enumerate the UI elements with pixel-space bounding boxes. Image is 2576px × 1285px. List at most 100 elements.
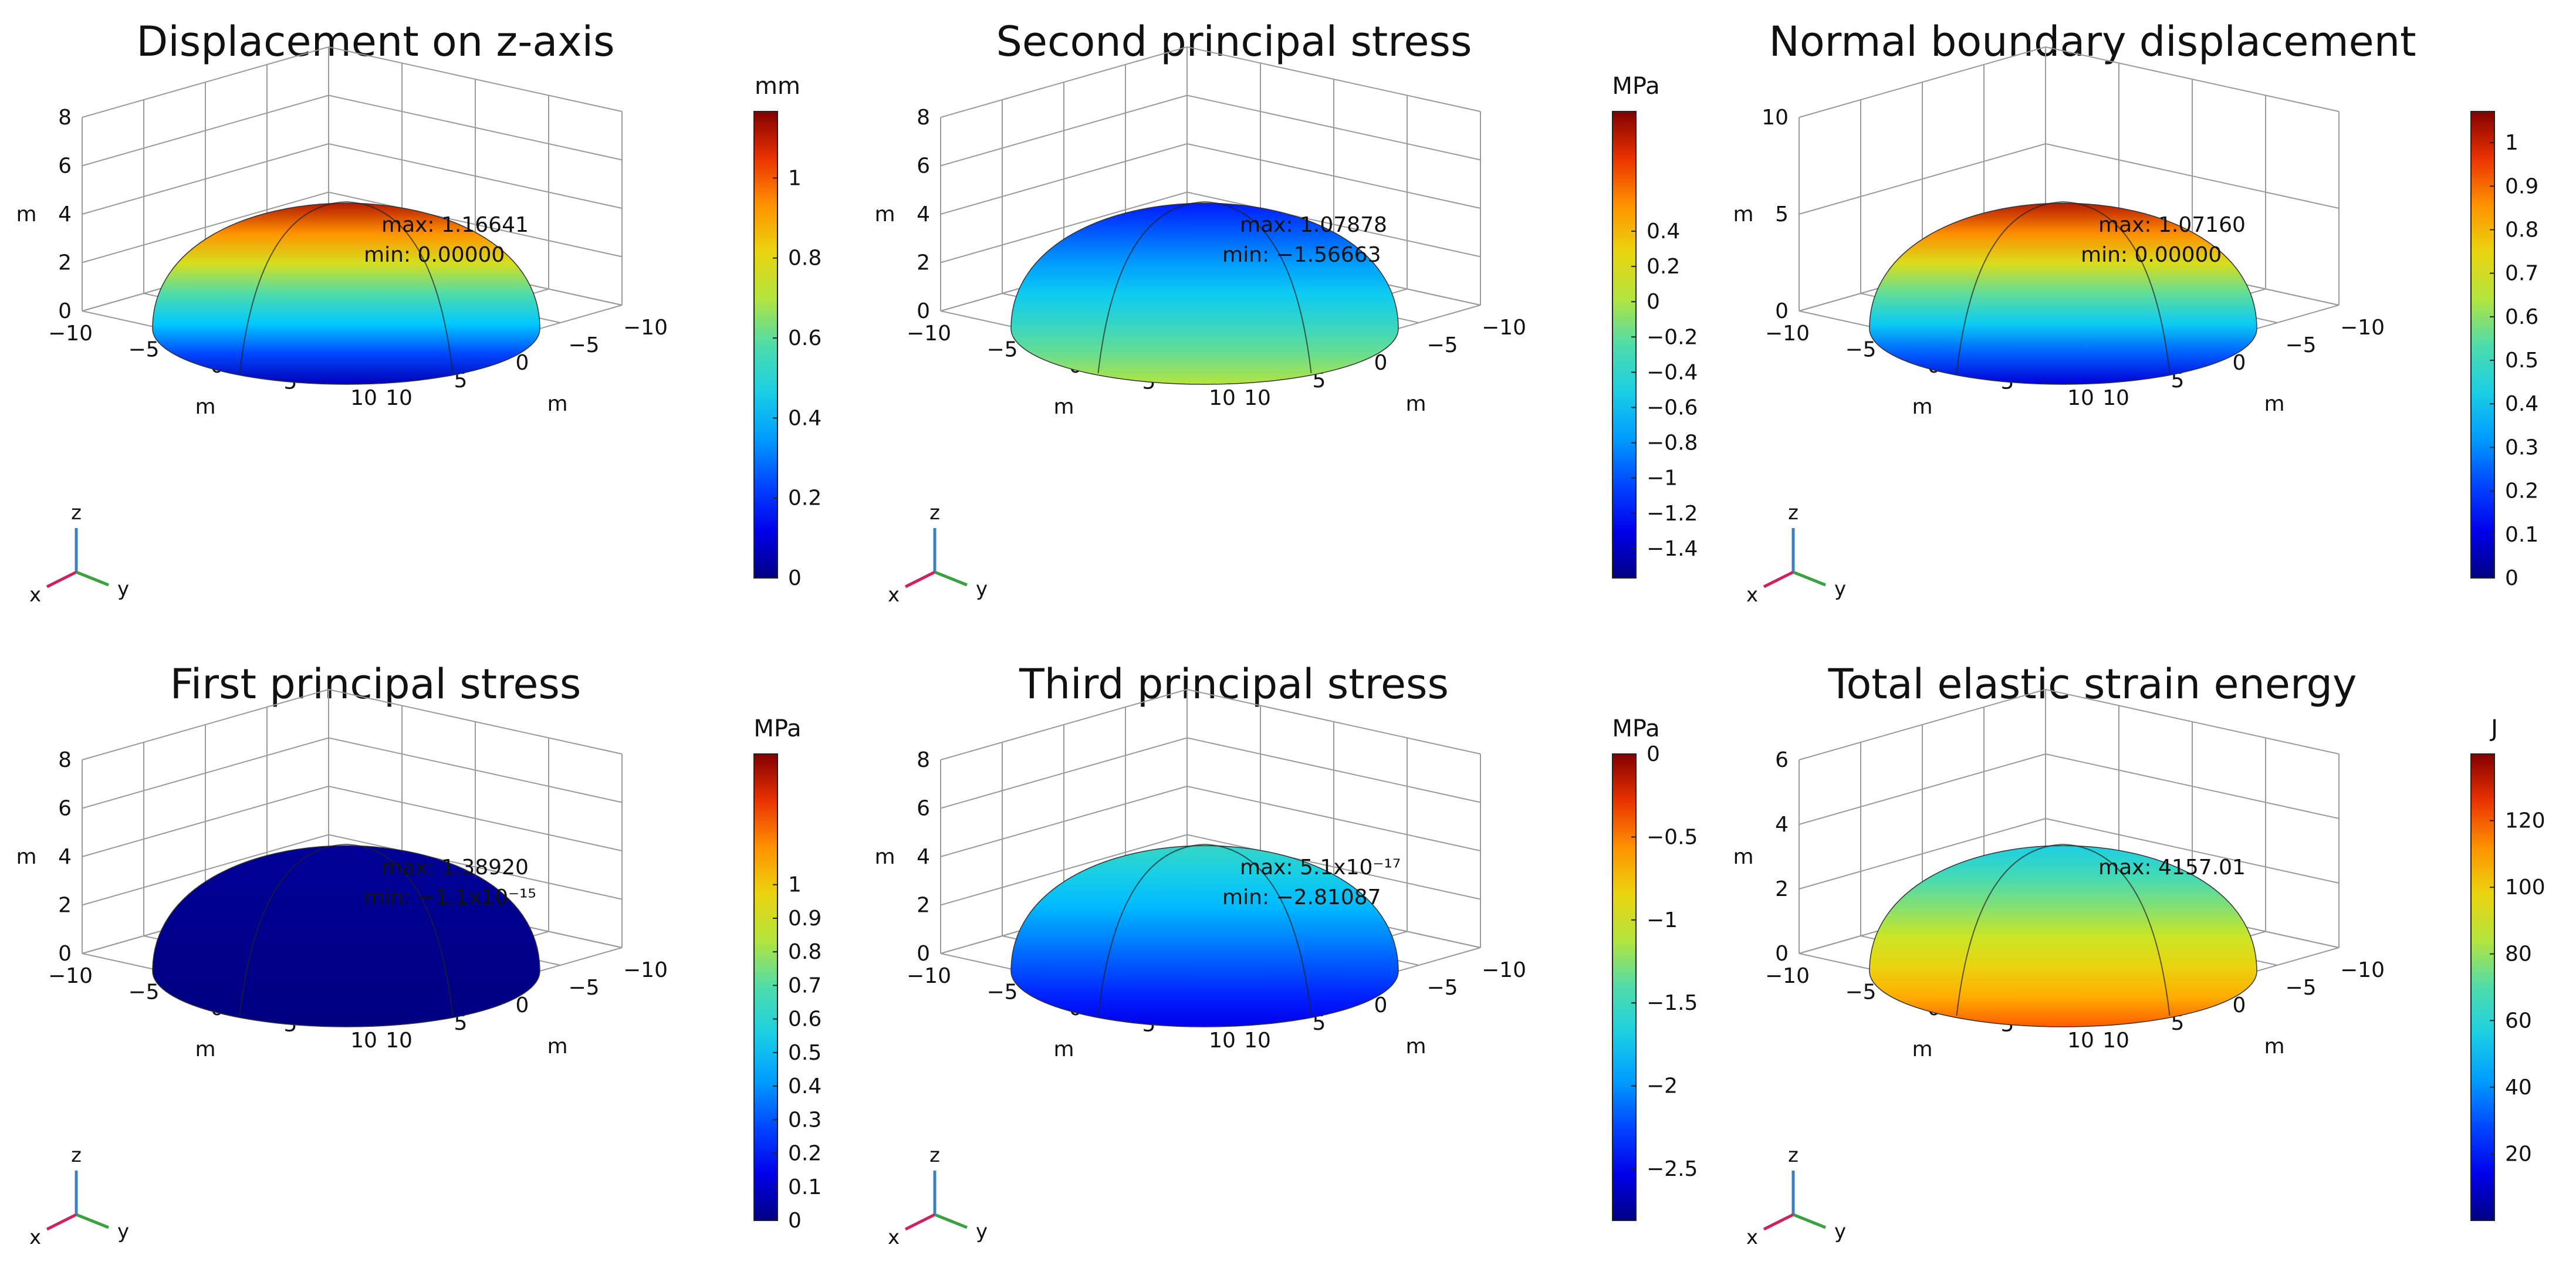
y-tick-label: −10 bbox=[1482, 958, 1526, 982]
colorbar-tick-label: 0.8 bbox=[2505, 218, 2538, 242]
plot-panel: Displacement on z-axis02468m−10−50510m−1… bbox=[0, 0, 858, 642]
max-annotation: max: 1.16641 bbox=[381, 213, 529, 237]
colorbar-tick-label: 0.7 bbox=[2505, 262, 2538, 286]
y-tick-label: 0 bbox=[1374, 351, 1388, 375]
z-tick-label: 6 bbox=[917, 154, 930, 178]
triad-y-label: y bbox=[117, 577, 129, 601]
colorbar-unit: J bbox=[2489, 715, 2498, 742]
x-tick-label: −5 bbox=[128, 980, 159, 1005]
x-tick-label: −10 bbox=[1765, 322, 1810, 346]
y-tick-label: −5 bbox=[1426, 333, 1458, 357]
colorbar-tick-label: 60 bbox=[2505, 1009, 2532, 1033]
z-tick-label: 0 bbox=[58, 942, 72, 966]
colorbar bbox=[1612, 753, 1637, 1221]
triad-y-arrow bbox=[1793, 570, 1826, 587]
max-annotation: max: 1.07878 bbox=[1240, 213, 1387, 237]
colorbar-tick-label: 0.3 bbox=[2505, 435, 2538, 459]
y-tick-label: −5 bbox=[1426, 976, 1458, 1000]
z-tick-label: 2 bbox=[58, 251, 72, 275]
z-axis-unit: m bbox=[1733, 202, 1753, 226]
colorbar-tick-label: 0.4 bbox=[2505, 392, 2538, 416]
plot-title: Second principal stress bbox=[996, 18, 1472, 66]
triad-z-label: z bbox=[1788, 501, 1799, 525]
triad-y-arrow bbox=[934, 1213, 968, 1229]
colorbar bbox=[753, 753, 778, 1221]
triad-y-arrow bbox=[76, 570, 109, 587]
colorbar-tick-label: −2.5 bbox=[1647, 1157, 1698, 1181]
meridian-line bbox=[1204, 201, 1312, 374]
y-tick-label: 10 bbox=[2102, 386, 2129, 410]
y-axis-unit: m bbox=[1405, 1034, 1426, 1059]
z-tick-label: 0 bbox=[58, 299, 72, 323]
z-tick-label: 6 bbox=[58, 154, 72, 178]
x-tick-label: −5 bbox=[1845, 338, 1876, 362]
colorbar bbox=[2470, 753, 2495, 1221]
triad-y-label: y bbox=[117, 1220, 129, 1243]
z-tick-label: 4 bbox=[58, 202, 72, 226]
min-annotation: min: −2.81087 bbox=[1222, 885, 1381, 909]
colorbar-unit: MPa bbox=[753, 715, 801, 742]
axis-triad: z x y bbox=[888, 1144, 988, 1249]
x-tick-label: 10 bbox=[2067, 1029, 2094, 1053]
x-tick-label: −10 bbox=[1765, 964, 1810, 988]
plot-svg: Displacement on z-axis02468m−10−50510m−1… bbox=[16, 18, 822, 607]
x-axis-unit: m bbox=[1912, 395, 1932, 419]
wall-gridline bbox=[82, 737, 623, 809]
max-annotation: max: 5.1x10⁻¹⁷ bbox=[1240, 855, 1401, 880]
z-tick-label: 8 bbox=[917, 106, 930, 130]
z-tick-label: 0 bbox=[917, 942, 930, 966]
colorbar-tick-label: 0.2 bbox=[788, 1142, 822, 1166]
triad-y-arrow bbox=[1793, 1213, 1826, 1229]
colorbar-tick-label: −1.2 bbox=[1647, 502, 1698, 526]
triad-x-label: x bbox=[888, 1226, 900, 1249]
colorbar-tick-label: 0.2 bbox=[1647, 255, 1680, 279]
plot-panel: Second principal stress02468m−10−50510m−… bbox=[858, 0, 1717, 642]
colorbar-tick-label: 80 bbox=[2505, 942, 2532, 966]
dome-meridians bbox=[239, 844, 454, 1016]
colorbar bbox=[753, 111, 778, 579]
z-tick-label: 0 bbox=[917, 299, 930, 323]
y-tick-label: 0 bbox=[516, 993, 529, 1017]
colorbar-tick-label: 0.4 bbox=[788, 1074, 822, 1098]
colorbar-tick-label: 1 bbox=[788, 166, 802, 190]
x-axis-unit: m bbox=[1053, 1037, 1074, 1061]
colorbar-tick-label: 0 bbox=[788, 566, 802, 590]
colorbar-tick-label: 100 bbox=[2505, 875, 2545, 900]
axis-triad: z x y bbox=[1746, 1144, 1846, 1249]
y-axis-unit: m bbox=[2264, 1034, 2284, 1059]
y-tick-label: 0 bbox=[2233, 993, 2246, 1017]
plot-title: Normal boundary displacement bbox=[1769, 18, 2416, 66]
triad-x-label: x bbox=[29, 583, 41, 607]
colorbar-tick-label: 0.8 bbox=[788, 246, 822, 270]
axis-triad: z x y bbox=[29, 501, 129, 607]
triad-x-arrow bbox=[904, 570, 936, 589]
y-tick-label: 0 bbox=[516, 351, 529, 375]
meridian-line bbox=[1097, 201, 1205, 374]
x-tick-label: 10 bbox=[350, 386, 377, 410]
min-annotation: min: 0.00000 bbox=[2081, 243, 2222, 267]
y-tick-label: −5 bbox=[568, 976, 599, 1000]
colorbar-tick-label: 0.4 bbox=[1647, 219, 1680, 244]
colorbar-tick-label: 0.9 bbox=[2505, 174, 2538, 198]
colorbar-tick-label: 20 bbox=[2505, 1142, 2532, 1166]
colorbar-tick-label: 1 bbox=[2505, 131, 2518, 155]
triad-x-arrow bbox=[1763, 570, 1794, 589]
dome-meridians bbox=[239, 201, 454, 374]
y-tick-label: −5 bbox=[568, 333, 599, 357]
z-tick-label: 8 bbox=[917, 748, 930, 772]
z-tick-label: 4 bbox=[1775, 813, 1789, 837]
triad-x-label: x bbox=[1746, 583, 1758, 607]
triad-z-label: z bbox=[929, 501, 940, 525]
x-axis-unit: m bbox=[195, 395, 215, 419]
plot-panel: First principal stress02468m−10−50510m−1… bbox=[0, 642, 858, 1285]
dome-meridians bbox=[1097, 844, 1312, 1016]
colorbar-tick-label: −0.8 bbox=[1647, 431, 1698, 455]
y-tick-label: −10 bbox=[2340, 958, 2385, 982]
meridian-line bbox=[1956, 201, 2064, 374]
triad-z-label: z bbox=[1788, 1144, 1799, 1167]
colorbar bbox=[2470, 111, 2495, 579]
z-tick-label: 4 bbox=[917, 202, 930, 226]
dome-meridians bbox=[1956, 844, 2171, 1016]
axis-triad: z x y bbox=[1746, 501, 1846, 607]
plot-panel: Total elastic strain energy0246m−10−5051… bbox=[1717, 642, 2575, 1285]
